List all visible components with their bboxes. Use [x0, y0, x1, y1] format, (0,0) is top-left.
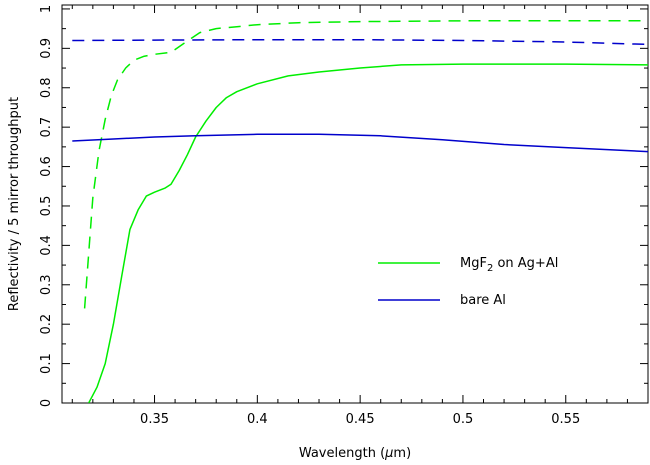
x-axis-title: Wavelength (μm) — [299, 446, 411, 461]
series-line-1 — [88, 63, 648, 403]
series-line-2 — [72, 38, 648, 46]
series-line-3 — [72, 133, 648, 153]
y-tick-label: 0.8 — [39, 77, 54, 98]
legend-label-bare-al: bare Al — [460, 293, 506, 308]
x-tick-label: 0.5 — [453, 412, 474, 427]
legend-item-mgf2: MgF2 on Ag+Al — [378, 256, 558, 274]
y-tick-label: 0.3 — [39, 274, 54, 295]
series-lines — [72, 20, 648, 403]
y-tick-label: 0.2 — [39, 314, 54, 335]
y-tick-label: 0.9 — [39, 38, 54, 59]
x-tick-label: 0.4 — [247, 412, 268, 427]
legend-label-mgf2-sub: 2 — [487, 263, 493, 274]
y-tick-label: 0 — [39, 399, 54, 407]
y-axis-title: Reflectivity / 5 mirror throughput — [7, 97, 22, 311]
x-axis-title-main: Wavelength ( — [299, 446, 385, 461]
legend: MgF2 on Ag+Al bare Al — [378, 256, 558, 308]
y-tick-label: 0.7 — [39, 117, 54, 138]
legend-item-bare-al: bare Al — [378, 293, 506, 308]
x-axis-title-mu: μ — [384, 446, 393, 461]
axis-ticks: 0.35 0.4 0.45 0.5 0.55 0 0.1 0.2 0.3 0.4 0.5 0.6 0.7… — [39, 5, 648, 427]
legend-label-mgf2: MgF2 on Ag+Al — [460, 256, 558, 274]
x-tick-label: 0.45 — [346, 412, 375, 427]
y-tick-label: 0.5 — [39, 196, 54, 217]
legend-label-mgf2-rest: on Ag+Al — [493, 256, 558, 271]
y-tick-label: 0.6 — [39, 156, 54, 177]
y-tick-label: 0.4 — [39, 235, 54, 256]
series-line-0 — [83, 20, 648, 309]
plot-frame — [61, 4, 649, 404]
x-tick-label: 0.55 — [551, 412, 580, 427]
y-tick-label: 0.1 — [39, 353, 54, 374]
legend-label-mgf2-main: MgF — [460, 256, 487, 271]
x-tick-label: 0.35 — [140, 412, 169, 427]
x-axis-title-unit: m) — [393, 446, 411, 461]
y-tick-label: 1 — [39, 5, 54, 13]
